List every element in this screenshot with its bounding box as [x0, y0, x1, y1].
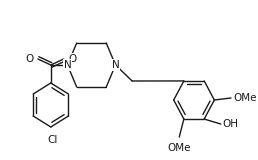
Text: O: O	[68, 54, 77, 64]
Text: OMe: OMe	[167, 143, 191, 153]
Text: N: N	[112, 60, 119, 70]
Text: O: O	[25, 54, 33, 64]
Text: Cl: Cl	[47, 135, 58, 145]
Text: OMe: OMe	[234, 93, 257, 103]
Text: OH: OH	[223, 119, 239, 129]
Text: N: N	[63, 60, 71, 70]
